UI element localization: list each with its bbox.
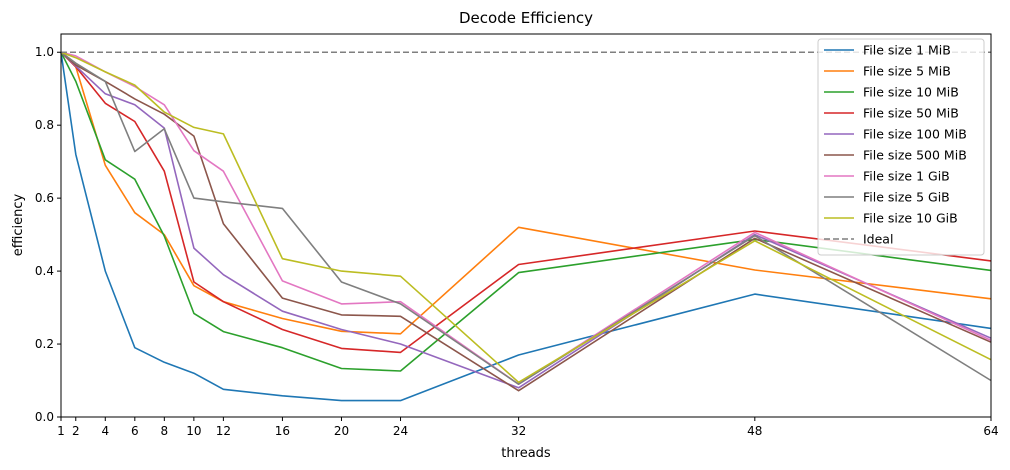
legend: File size 1 MiB File size 5 MiB File size … [817, 38, 985, 256]
x-axis-label: threads [501, 446, 551, 461]
x-tick-label: 20 [334, 424, 349, 438]
y-tick-label: 0.4 [35, 264, 54, 278]
x-tick-label: 24 [393, 424, 408, 438]
x-tick-label: 1 [57, 424, 65, 438]
y-tick-label: 1.0 [35, 45, 54, 59]
legend-label: File size 1 GiB [863, 169, 950, 184]
legend-box [817, 38, 985, 256]
x-tick-label: 32 [511, 424, 526, 438]
legend-label: File size 500 MiB [863, 148, 967, 163]
legend-label: File size 5 MiB [863, 64, 951, 79]
legend-label: File size 1 MiB [863, 43, 951, 58]
legend-label: File size 10 MiB [863, 85, 959, 100]
series-line-5 [60, 51, 992, 389]
y-tick-label: 0.0 [35, 410, 54, 424]
chart-title: Decode Efficiency [459, 9, 593, 27]
x-tick-label: 8 [161, 424, 169, 438]
x-tick-label: 16 [275, 424, 290, 438]
x-axis: 1 2 4 6 8 10 12 16 20 24 32 48 64 [57, 417, 999, 438]
x-tick-label: 4 [101, 424, 109, 438]
series-line-9 [60, 51, 992, 384]
y-axis-label: efficiency [11, 193, 26, 256]
legend-label: File size 10 GiB [863, 211, 958, 226]
series-line-1 [60, 52, 992, 402]
legend-label: Ideal [863, 232, 893, 247]
x-tick-label: 64 [983, 424, 998, 438]
x-tick-label: 2 [72, 424, 80, 438]
series-line-3 [60, 51, 992, 372]
y-tick-label: 0.8 [35, 118, 54, 132]
legend-label: File size 100 MiB [863, 127, 967, 142]
plot-border [60, 33, 992, 418]
x-tick-label: 10 [186, 424, 201, 438]
y-tick-label: 0.6 [35, 191, 54, 205]
x-tick-label: 12 [216, 424, 231, 438]
x-tick-label: 48 [747, 424, 762, 438]
series-line-8 [60, 51, 992, 386]
legend-label: File size 50 MiB [863, 106, 959, 121]
legend-label: File size 5 GiB [863, 190, 950, 205]
y-tick-label: 0.2 [35, 337, 54, 351]
x-tick-label: 6 [131, 424, 139, 438]
series-line-4 [60, 51, 992, 354]
y-axis: 0.0 0.2 0.4 0.6 0.8 1.0 [35, 45, 61, 424]
